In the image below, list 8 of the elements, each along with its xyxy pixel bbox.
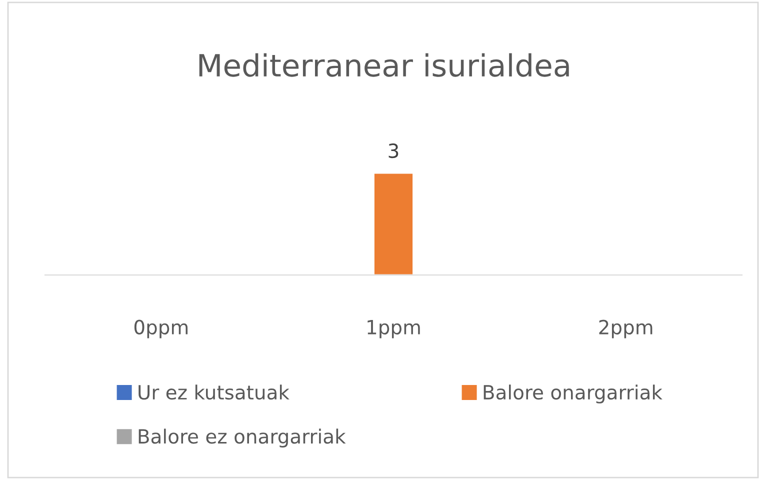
chart-title: Mediterranear isurialdea: [199, 53, 569, 77]
x-tick-label: 1ppm: [368, 320, 420, 338]
data-label: 3: [388, 143, 398, 158]
legend-label: Balore onargarriak: [484, 384, 662, 404]
x-tick-label: 0ppm: [134, 320, 188, 338]
legend-label: Ur ez kutsatuak: [138, 384, 290, 400]
legend-label: Balore ez onargarriak: [138, 428, 346, 448]
x-tick-label: 2ppm: [599, 320, 652, 338]
